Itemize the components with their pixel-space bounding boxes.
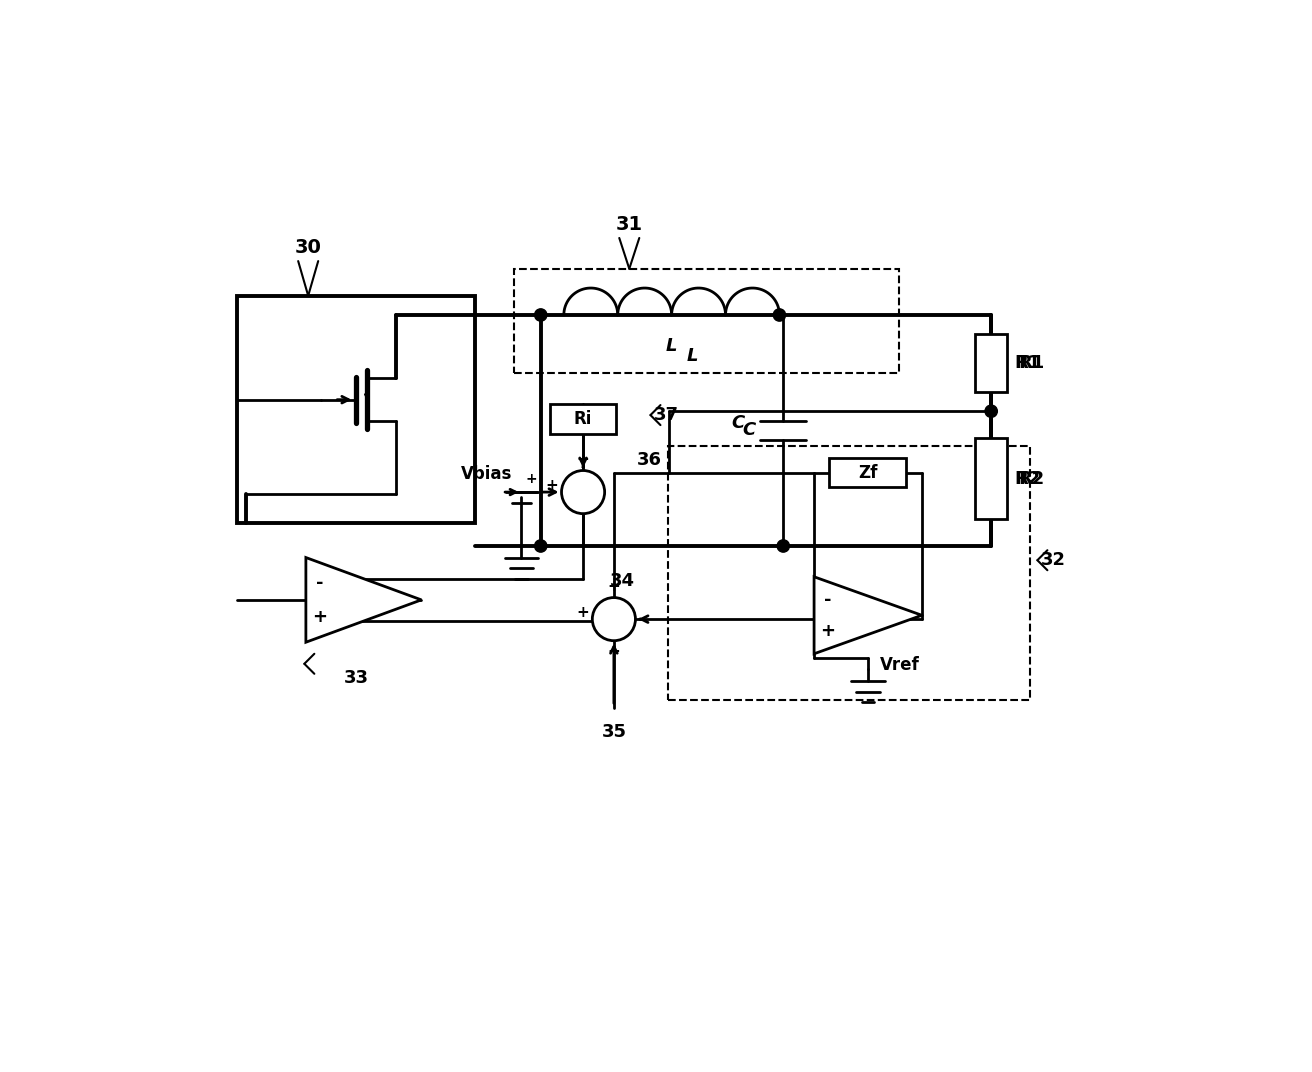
- Text: +: +: [607, 644, 621, 659]
- Text: 35: 35: [601, 724, 626, 741]
- Polygon shape: [306, 557, 421, 642]
- Bar: [975, 438, 1008, 519]
- Text: +: +: [576, 606, 589, 621]
- Text: +: +: [546, 478, 559, 493]
- Polygon shape: [813, 577, 922, 654]
- Circle shape: [985, 405, 997, 417]
- Circle shape: [534, 309, 547, 322]
- Text: +: +: [312, 608, 327, 626]
- Text: +: +: [525, 472, 537, 486]
- Text: C: C: [743, 421, 756, 440]
- Text: L: L: [687, 347, 698, 366]
- Text: 34: 34: [610, 571, 635, 590]
- Bar: [236, 296, 475, 523]
- Text: R2: R2: [1014, 470, 1040, 488]
- Text: -: -: [824, 591, 832, 609]
- Text: C: C: [732, 414, 745, 432]
- Text: 36: 36: [638, 451, 663, 468]
- Text: R1: R1: [1018, 354, 1044, 372]
- Text: +: +: [820, 622, 836, 640]
- Text: 31: 31: [615, 215, 643, 234]
- Text: Vref: Vref: [879, 656, 920, 674]
- Text: 32: 32: [1042, 551, 1067, 569]
- Bar: [829, 458, 907, 488]
- Text: R1: R1: [1014, 354, 1040, 372]
- Text: Zf: Zf: [858, 464, 878, 481]
- Text: +: +: [607, 580, 621, 595]
- Text: 37: 37: [655, 406, 680, 425]
- Circle shape: [562, 471, 605, 513]
- Text: Vbias: Vbias: [461, 465, 512, 482]
- Bar: [975, 334, 1008, 392]
- Circle shape: [534, 540, 547, 552]
- Circle shape: [592, 597, 635, 641]
- Bar: [514, 269, 899, 373]
- Text: R2: R2: [1018, 470, 1044, 488]
- Circle shape: [773, 309, 786, 322]
- Text: -: -: [316, 574, 324, 592]
- Text: 30: 30: [295, 238, 321, 257]
- Text: Ri: Ri: [573, 410, 592, 428]
- Text: 33: 33: [344, 669, 369, 687]
- Text: +: +: [577, 452, 589, 467]
- Circle shape: [777, 540, 790, 552]
- Text: L: L: [666, 337, 677, 355]
- Bar: [550, 403, 615, 434]
- Bar: [668, 446, 1030, 700]
